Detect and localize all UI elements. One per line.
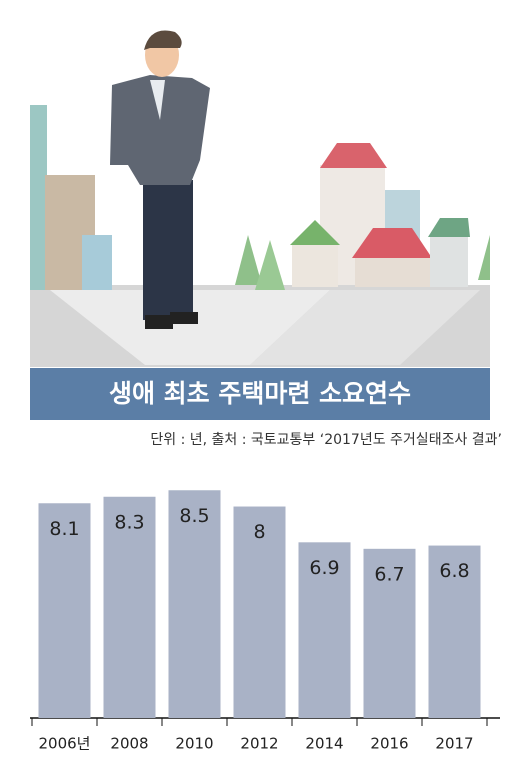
value-label: 6.7: [374, 563, 404, 585]
title-banner: [30, 368, 490, 420]
bar: [363, 548, 416, 718]
bar: [38, 503, 91, 718]
value-label: 8.3: [114, 511, 144, 533]
bar: [233, 506, 286, 718]
x-tick-label: 2016: [370, 735, 408, 753]
bar: [168, 490, 221, 718]
bar: [298, 542, 351, 718]
illustration: [30, 30, 490, 367]
value-label: 6.8: [439, 560, 469, 582]
value-label: 8: [253, 521, 265, 543]
chart-title: 생애 최초 주택마련 소요연수: [109, 379, 411, 408]
x-tick-label: 2010: [175, 735, 213, 753]
value-label: 6.9: [309, 557, 339, 579]
x-tick-label: 2008: [110, 735, 148, 753]
chart-subtitle: 단위 : 년, 출처 : 국토교통부 ‘2017년도 주거실태조사 결과’: [150, 432, 502, 448]
x-tick-label: 2006년: [39, 735, 91, 753]
bar: [103, 496, 156, 718]
x-tick-label: 2012: [240, 735, 278, 753]
value-label: 8.1: [49, 518, 79, 540]
x-tick-label: 2014: [305, 735, 343, 753]
value-label: 8.5: [179, 505, 209, 527]
x-tick-label: 2017: [435, 735, 473, 753]
bar: [428, 545, 481, 718]
